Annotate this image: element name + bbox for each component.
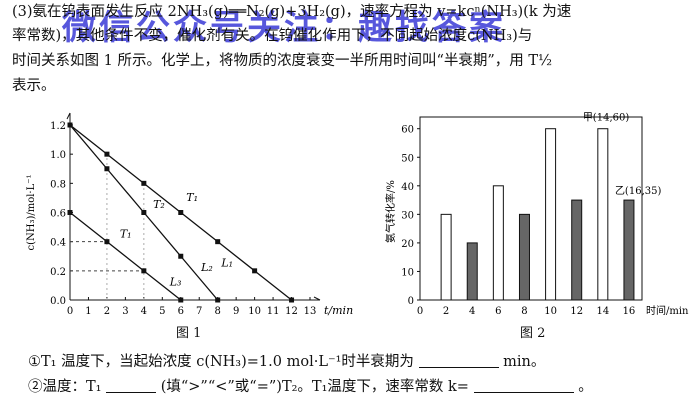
question-line-4: 表示。 xyxy=(12,78,56,94)
figure-2-caption: 图 2 xyxy=(520,326,546,341)
question-line-2: 率常数)，其他条件不变，催化剂有关。在钨催化作用下，不同起始浓度c(NH₃)与 xyxy=(12,28,533,44)
answer-blank-2[interactable] xyxy=(106,378,157,393)
bar xyxy=(492,185,504,301)
sub-question-2-prefix: ②温度：T₁ xyxy=(28,379,102,395)
watermark: 微信公众号关注：趣找答案 xyxy=(62,8,506,48)
bar xyxy=(571,199,583,301)
y-tick-label: 20 xyxy=(401,239,414,250)
x-tick-label: 4 xyxy=(469,306,475,317)
x-tick-label: 8 xyxy=(215,306,221,317)
plot-frame xyxy=(419,116,643,301)
data-point xyxy=(215,239,221,245)
y-axis-label: 氨气转化率/% xyxy=(384,180,397,243)
sub-question-2-suffix: 。 xyxy=(578,379,593,395)
x-tick-label: 12 xyxy=(570,306,583,317)
bar xyxy=(623,199,635,301)
line-label-t1-upper: T₁ xyxy=(186,191,198,204)
data-point xyxy=(104,239,110,245)
x-tick-label: 1 xyxy=(85,306,91,317)
data-point xyxy=(289,297,295,303)
question-line-3: 时间关系如图 1 所示。化学上，将物质的浓度衰变一半所用时间叫“半衰期”，用 T… xyxy=(12,53,553,69)
line-label-l3: L₃ xyxy=(169,275,182,288)
data-point xyxy=(252,268,258,274)
bar xyxy=(545,128,557,301)
data-point xyxy=(141,210,147,215)
data-point xyxy=(141,180,147,186)
x-tick-label: 3 xyxy=(122,306,128,317)
data-point xyxy=(178,210,184,215)
x-tick-label: 13 xyxy=(304,306,317,317)
x-tick-label: 2 xyxy=(104,306,110,317)
data-point xyxy=(67,210,73,215)
y-tick-label: 0.8 xyxy=(50,179,66,190)
line-label-t1-lower: T₁ xyxy=(120,227,132,240)
y-tick-label: 60 xyxy=(401,125,414,136)
figure-1-caption: 图 1 xyxy=(176,326,202,341)
sub-question-2: ②温度：T₁ (填“>”“<”或“=”)T₂。T₁温度下，速率常数 k= 。 xyxy=(28,377,593,397)
x-tick-label: 10 xyxy=(544,306,557,317)
x-axis-label: 时间/min xyxy=(646,304,689,317)
line-label-l1: L₁ xyxy=(220,256,233,269)
bar xyxy=(466,242,478,301)
answer-blank-1[interactable] xyxy=(418,353,499,368)
bar xyxy=(440,213,452,301)
y-axis-arrow xyxy=(66,112,71,120)
x-tick-label: 2 xyxy=(443,306,449,317)
data-point xyxy=(104,166,110,172)
y-tick-label: 0.4 xyxy=(50,238,66,249)
sub-question-2-mid: (填“>”“<”或“=”)T₂。T₁温度下，速率常数 k= xyxy=(160,379,469,395)
y-tick-label: 0.6 xyxy=(50,209,66,220)
x-tick-label: 14 xyxy=(596,306,609,317)
x-tick-label: 0 xyxy=(67,306,73,317)
bar xyxy=(597,128,609,301)
data-point xyxy=(215,297,221,303)
sub-question-1-prefix: ①T₁ 温度下，当起始浓度 c(NH₃)=1.0 mol·L⁻¹时半衰期为 xyxy=(28,354,414,370)
data-point xyxy=(67,122,73,128)
bar xyxy=(518,213,530,301)
point-b-label: 乙(16,35) xyxy=(615,185,662,197)
figure-1-chart: 0 1 2 3 4 5 6 7 8 9 10 11 12 13 t/min0.00.20.40.60.81.… xyxy=(26,112,353,317)
y-tick-label: 10 xyxy=(401,267,414,278)
x-tick-label: 5 xyxy=(159,306,165,317)
x-tick-label: 6 xyxy=(178,306,184,317)
data-point xyxy=(178,297,184,303)
data-point xyxy=(104,151,110,157)
x-axis-label: t/min xyxy=(324,304,353,317)
y-tick-label: 1.0 xyxy=(50,150,66,161)
x-tick-label: 7 xyxy=(196,306,202,317)
y-tick-label: 40 xyxy=(401,182,414,193)
sub-question-1-suffix: min。 xyxy=(503,354,546,370)
x-tick-label: 8 xyxy=(521,306,527,317)
x-tick-label: 12 xyxy=(285,306,298,317)
x-tick-label: 11 xyxy=(267,306,280,317)
x-tick-label: 10 xyxy=(248,306,261,317)
sub-question-1: ①T₁ 温度下，当起始浓度 c(NH₃)=1.0 mol·L⁻¹时半衰期为 mi… xyxy=(28,352,545,372)
line-label-t2: T₂ xyxy=(153,198,165,211)
y-axis-label: c(NH₃)/mol·L⁻¹ xyxy=(26,174,37,250)
y-tick-label: 0.2 xyxy=(50,267,66,278)
y-tick-label: 30 xyxy=(401,210,414,221)
y-tick-label: 0 xyxy=(408,296,414,307)
x-tick-label: 16 xyxy=(623,306,636,317)
series-line xyxy=(69,211,182,301)
question-line-1: (3)氨在钨表面发生反应 2NH₃(g)══N₂(g)+3H₂(g)，速率方程为… xyxy=(12,4,572,20)
x-tick-label: 9 xyxy=(233,306,239,317)
y-tick-label: 50 xyxy=(401,153,414,164)
x-axis-arrow xyxy=(313,296,321,301)
data-point xyxy=(178,253,184,259)
y-tick-label: 0.0 xyxy=(50,296,66,307)
y-tick-label: 1.2 xyxy=(50,121,66,132)
line-label-l2: L₂ xyxy=(200,261,213,274)
x-tick-label: 4 xyxy=(141,306,147,317)
x-tick-label: 6 xyxy=(495,306,501,317)
point-a-label: 甲(14,60) xyxy=(583,113,630,124)
data-point xyxy=(141,268,147,274)
figure-2-chart: 0 10 20 30 40 50 60 0 2 4 6 8 10 12 14 16 时间/min 氨气转化率/% 甲… xyxy=(384,113,689,317)
x-tick-label: 0 xyxy=(417,306,423,317)
answer-blank-3[interactable] xyxy=(473,378,574,393)
